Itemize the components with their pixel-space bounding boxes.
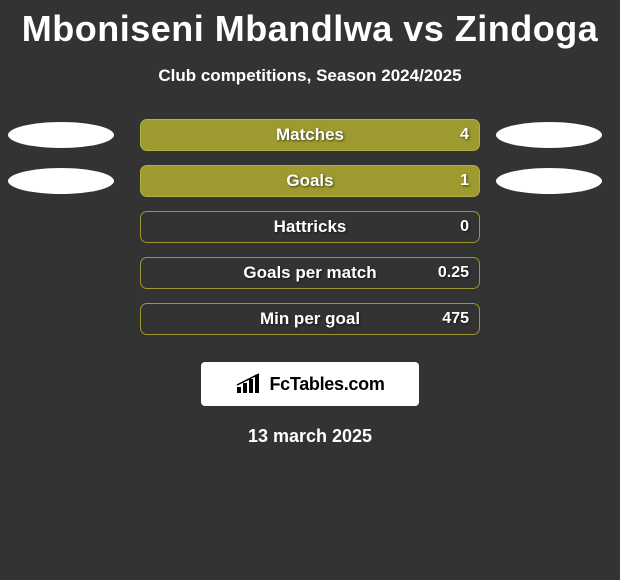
stat-row: Matches 4 [0,114,620,160]
stat-row: Goals per match 0.25 [0,252,620,298]
stat-bar: Goals per match 0.25 [140,257,480,289]
stat-value: 475 [442,310,469,328]
stat-row: Min per goal 475 [0,298,620,344]
branding-banner: FcTables.com [201,362,419,406]
stat-value: 1 [460,172,469,190]
stat-row: Goals 1 [0,160,620,206]
stat-value: 4 [460,126,469,144]
player-left-marker [8,168,114,194]
comparison-subtitle: Club competitions, Season 2024/2025 [0,66,620,86]
stat-label: Min per goal [260,309,360,329]
stat-bar: Goals 1 [140,165,480,197]
stat-value: 0.25 [438,264,469,282]
stat-bar: Hattricks 0 [140,211,480,243]
stat-label: Hattricks [274,217,347,237]
stat-label: Goals [286,171,333,191]
generated-date: 13 march 2025 [0,426,620,447]
stat-value: 0 [460,218,469,236]
stat-label: Goals per match [243,263,376,283]
branding-text: FcTables.com [269,374,384,395]
stat-label: Matches [276,125,344,145]
comparison-title: Mboniseni Mbandlwa vs Zindoga [0,0,620,50]
stat-bar: Min per goal 475 [140,303,480,335]
stats-container: Matches 4 Goals 1 Hattricks 0 Goals per … [0,114,620,344]
stat-row: Hattricks 0 [0,206,620,252]
player-right-marker [496,122,602,148]
bar-chart-icon [235,373,263,395]
player-left-marker [8,122,114,148]
stat-bar: Matches 4 [140,119,480,151]
player-right-marker [496,168,602,194]
